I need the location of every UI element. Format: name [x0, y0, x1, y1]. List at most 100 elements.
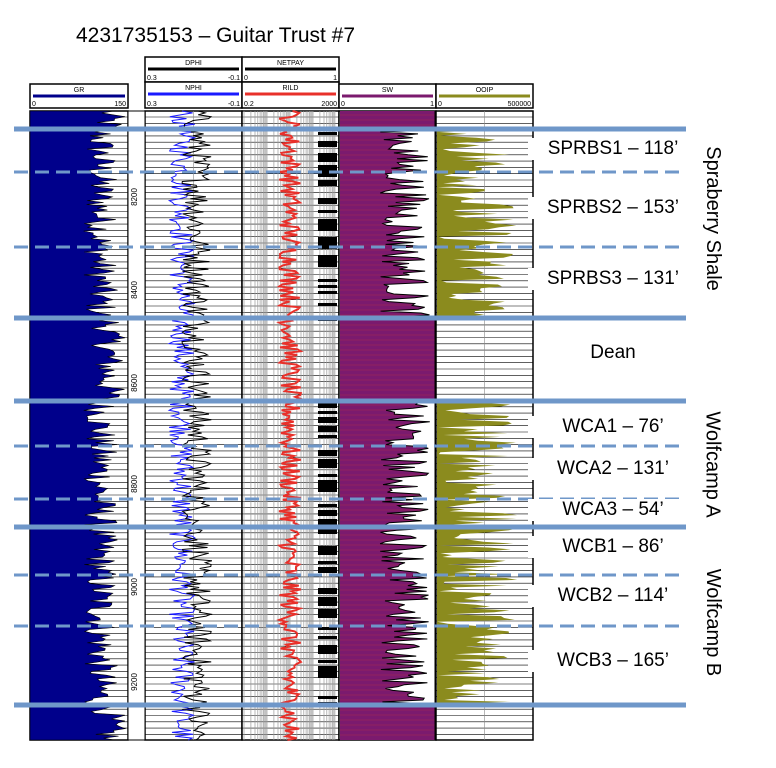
netpay-flag [318, 672, 337, 675]
netpay-flag [318, 159, 337, 162]
netpay-flag [318, 660, 337, 663]
depth-tick-label: 9000 [130, 578, 139, 596]
sw-curve [379, 111, 436, 740]
group-label: Wolfcamp B [701, 568, 724, 676]
netpay-flag [318, 261, 337, 264]
netpay-flag [318, 666, 337, 669]
nphi-header-name: NPHI [185, 85, 202, 92]
netpay-flag [318, 675, 337, 678]
netpay-flag [318, 171, 337, 174]
netpay-flag [318, 183, 337, 186]
log-curves [29, 110, 518, 741]
dphi-header-name: DPHI [185, 60, 202, 67]
netpay-flag [318, 603, 337, 606]
netpay-flag [318, 429, 337, 432]
netpay-flag [318, 600, 337, 603]
netpay-flag [318, 465, 337, 468]
rild-header-name: RILD [283, 85, 299, 92]
netpay-flag [318, 228, 337, 231]
netpay-flag [318, 279, 337, 282]
netpay-flag [318, 591, 337, 594]
netpay-flag [318, 210, 337, 213]
netpay-flag [318, 570, 337, 573]
netpay-flag [318, 153, 337, 156]
depth-tick-label: 8200 [130, 188, 139, 206]
depth-axis: 8200 8400 8600 8800 9000 9200 [130, 188, 139, 691]
netpay-flag [318, 519, 337, 522]
netpay-flag [318, 648, 337, 651]
netpay-flag [318, 522, 337, 525]
netpay-flag [318, 285, 337, 288]
depth-tick-label: 8600 [130, 374, 139, 392]
netpay-flag [318, 174, 337, 177]
netpay-flag [318, 198, 337, 201]
netpay-flag [318, 144, 337, 147]
netpay-flag [318, 225, 337, 228]
sw-header-max: 1 [430, 101, 434, 108]
netpay-flag [318, 546, 337, 549]
netpay-flag [318, 237, 337, 240]
gr-header-max: 150 [114, 101, 126, 108]
ooip-header-min: 0 [438, 101, 442, 108]
netpay-flag [318, 645, 337, 648]
netpay-flag [318, 627, 337, 630]
netpay-flag [318, 246, 337, 249]
netpay-flag [318, 483, 337, 486]
netpay-flag [318, 141, 337, 144]
netpay-flag [318, 489, 337, 492]
netpay-flag [318, 165, 337, 168]
netpay-flag [318, 474, 337, 477]
zone-boundaries [14, 126, 686, 708]
netpay-flag [318, 636, 337, 639]
zone-label: SPRBS3 – 131’ [528, 268, 698, 290]
rild-header-min: 0.2 [244, 101, 254, 108]
netpay-flag [318, 405, 337, 408]
depth-track [127, 110, 146, 741]
gr-header-min: 0 [32, 101, 36, 108]
netpay-flag [318, 609, 337, 612]
netpay-flag [318, 480, 337, 483]
netpay-flag [318, 615, 337, 618]
netpay-flag [318, 453, 337, 456]
netpay-flag [318, 696, 337, 699]
zone-label: Dean [590, 342, 636, 363]
netpay-flag [318, 417, 337, 420]
netpay-flag [318, 264, 337, 267]
netpay-flag [318, 258, 337, 261]
zone-label: SPRBS1 – 118’ [528, 138, 698, 160]
zone-label: WCA3 – 54’ [528, 499, 698, 521]
netpay-flag [318, 411, 337, 414]
netpay-flag [318, 567, 337, 570]
netpay-flag [318, 450, 337, 453]
netpay-flag [318, 486, 337, 489]
gr-curve [29, 110, 127, 741]
group-label: Wolfcamp A [701, 410, 724, 518]
zone-label: WCB3 – 165’ [528, 650, 698, 672]
netpay-flag [318, 597, 337, 600]
zone-label: SPRBS2 – 153’ [528, 197, 698, 219]
netpay-flag [318, 156, 337, 159]
netpay-flag [318, 168, 337, 171]
ooip-header-max: 500000 [508, 101, 531, 108]
rild-curve [276, 110, 304, 741]
netpay-flag [318, 504, 337, 507]
nphi-curve [167, 110, 197, 741]
netpay-flag [318, 612, 337, 615]
dphi-header-max: -0.1 [228, 75, 240, 82]
sw-header-name: SW [382, 87, 394, 94]
dphi-curve [181, 110, 213, 741]
dphi-header-min: 0.3 [147, 75, 157, 82]
netpay-flag [318, 459, 337, 462]
zone-label: WCA2 – 131’ [528, 458, 698, 480]
sw-header-min: 0 [341, 101, 345, 108]
nphi-header-max: -0.1 [228, 101, 240, 108]
depth-tick-label: 8800 [130, 475, 139, 493]
nphi-header-min: 0.3 [147, 101, 157, 108]
group-label: Spraberry Shale [701, 145, 724, 291]
well-title: 4231735153 – Guitar Trust #7 [76, 24, 356, 47]
netpay-flag [318, 219, 337, 222]
netpay-header-min: 0 [244, 75, 248, 82]
netpay-flag [318, 420, 337, 423]
